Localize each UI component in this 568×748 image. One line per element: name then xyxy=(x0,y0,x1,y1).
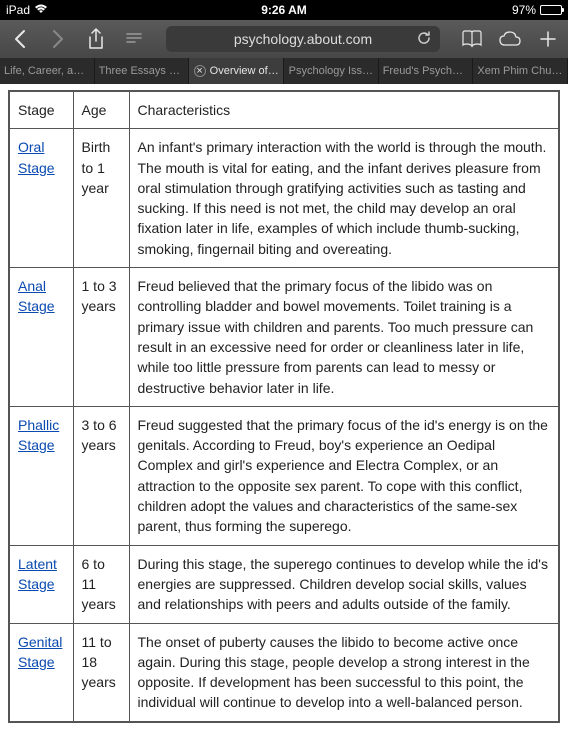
cell-age: 3 to 6 years xyxy=(73,406,129,545)
cell-age: 1 to 3 years xyxy=(73,268,129,407)
stage-link[interactable]: Genital Stage xyxy=(18,634,62,670)
tab-label: Overview of… xyxy=(210,65,279,77)
tab-bar: Life, Career, an… Three Essays o… × Overvie… xyxy=(0,58,568,84)
cloud-tabs-button[interactable] xyxy=(498,27,522,51)
cell-stage: Anal Stage xyxy=(9,268,73,407)
reader-button[interactable] xyxy=(122,27,146,51)
status-bar: iPad 9:26 AM 97% xyxy=(0,0,568,20)
stage-link[interactable]: Anal Stage xyxy=(18,278,55,314)
table-header-row: Stage Age Characteristics xyxy=(9,91,559,129)
wifi-icon xyxy=(34,3,48,17)
cell-char: An infant's primary interaction with the… xyxy=(129,129,559,268)
url-bar[interactable]: psychology.about.com xyxy=(166,26,440,52)
battery-icon xyxy=(540,5,562,15)
table-row: Anal Stage 1 to 3 yearsFreud believed tha… xyxy=(9,268,559,407)
cell-stage: Oral Stage xyxy=(9,129,73,268)
cell-char: The onset of puberty causes the libido t… xyxy=(129,623,559,722)
status-time: 9:26 AM xyxy=(261,3,307,17)
tab-2[interactable]: × Overview of… xyxy=(189,58,284,84)
tab-3[interactable]: Psychology Iss… xyxy=(284,58,379,84)
page-content: Stage Age Characteristics Oral Stage Birt… xyxy=(0,84,568,748)
cell-char: Freud suggested that the primary focus o… xyxy=(129,406,559,545)
tab-1[interactable]: Three Essays o… xyxy=(95,58,190,84)
cell-stage: Phallic Stage xyxy=(9,406,73,545)
cell-stage: Latent Stage xyxy=(9,545,73,623)
stage-link[interactable]: Oral Stage xyxy=(18,139,55,175)
battery-pct: 97% xyxy=(512,3,536,17)
cell-age: Birth to 1 year xyxy=(73,129,129,268)
browser-toolbar: psychology.about.com xyxy=(0,20,568,58)
forward-button[interactable] xyxy=(46,27,70,51)
table-row: Phallic Stage 3 to 6 yearsFreud suggested… xyxy=(9,406,559,545)
url-text: psychology.about.com xyxy=(234,31,372,47)
tab-label: Xem Phim Chuy… xyxy=(477,65,563,77)
tab-4[interactable]: Freud's Psycho… xyxy=(379,58,474,84)
stages-table: Stage Age Characteristics Oral Stage Birt… xyxy=(8,90,560,723)
table-row: Latent Stage 6 to 11 yearsDuring this sta… xyxy=(9,545,559,623)
share-button[interactable] xyxy=(84,27,108,51)
stage-link[interactable]: Latent Stage xyxy=(18,556,57,592)
table-row: Genital Stage 11 to 18 yearsThe onset of … xyxy=(9,623,559,722)
tab-close-icon[interactable]: × xyxy=(194,65,206,77)
stage-link[interactable]: Phallic Stage xyxy=(18,417,59,453)
th-stage: Stage xyxy=(9,91,73,129)
tab-0[interactable]: Life, Career, an… xyxy=(0,58,95,84)
cell-char: During this stage, the superego continue… xyxy=(129,545,559,623)
table-row: Oral Stage Birth to 1 yearAn infant's pri… xyxy=(9,129,559,268)
cell-age: 6 to 11 years xyxy=(73,545,129,623)
th-age: Age xyxy=(73,91,129,129)
tab-label: Freud's Psycho… xyxy=(383,65,469,77)
new-tab-button[interactable] xyxy=(536,27,560,51)
cell-stage: Genital Stage xyxy=(9,623,73,722)
back-button[interactable] xyxy=(8,27,32,51)
cell-char: Freud believed that the primary focus of… xyxy=(129,268,559,407)
tab-label: Psychology Iss… xyxy=(289,65,373,77)
th-char: Characteristics xyxy=(129,91,559,129)
reload-button[interactable] xyxy=(416,30,432,49)
bookmarks-button[interactable] xyxy=(460,27,484,51)
cell-age: 11 to 18 years xyxy=(73,623,129,722)
tab-5[interactable]: Xem Phim Chuy… xyxy=(473,58,568,84)
tab-label: Three Essays o… xyxy=(99,65,185,77)
device-label: iPad xyxy=(6,3,30,17)
tab-label: Life, Career, an… xyxy=(4,65,90,77)
